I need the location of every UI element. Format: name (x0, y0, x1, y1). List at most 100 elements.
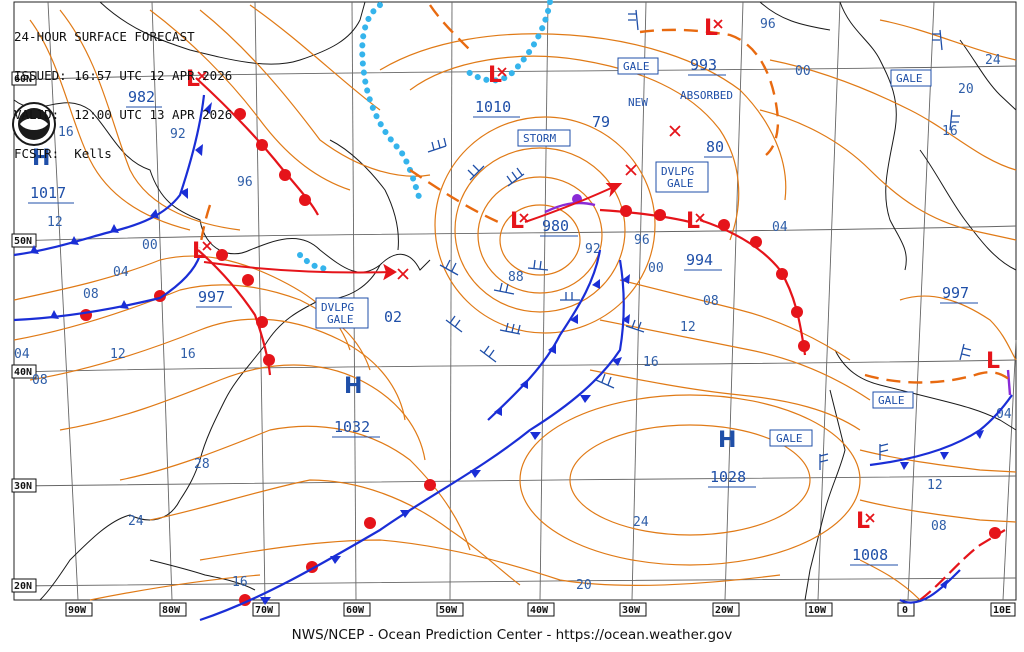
low-center-1: L (186, 67, 200, 92)
low-center-4: L (704, 16, 718, 41)
wind-barbs (427, 9, 972, 470)
lat-lon-grid (13, 1, 1017, 601)
forecast-title: 24-HOUR SURFACE FORECAST (14, 29, 195, 44)
cold-front-barbs (30, 102, 984, 605)
low-center-6: L (686, 209, 700, 234)
isobar-label: 96 (237, 175, 253, 190)
isobar-label: 16 (942, 124, 958, 139)
gale-label: GALE (896, 72, 923, 85)
lat-60n: 60N (14, 74, 32, 85)
isobars (13, 4, 1017, 601)
gale-label: GALE (623, 60, 650, 73)
isobar-label: 04 (996, 407, 1012, 422)
pressure-1008: 1008 (852, 546, 888, 564)
isobar-label: 24 (633, 515, 649, 530)
pressure-997-east: 997 (942, 284, 969, 302)
isobar-label: 16 (180, 347, 196, 362)
isobar-label: 04 (113, 265, 129, 280)
isobar-label: 16 (58, 125, 74, 140)
pressure-80: 80 (706, 138, 724, 156)
pressure-1010: 1010 (475, 98, 511, 116)
isobar-label: 00 (142, 238, 158, 253)
pressure-980: 980 (542, 217, 569, 235)
warning-boxes: GALE GALE STORM DVLPG GALE DVLPG GALE GALE… (315, 57, 932, 447)
isobar-label: 00 (795, 64, 811, 79)
map-frame (13, 1, 1017, 601)
high-center-1: H (32, 146, 50, 171)
footer-credit: NWS/NCEP - Ocean Prediction Center - htt… (291, 627, 733, 643)
isobar-label: 12 (927, 478, 943, 493)
note-new: NEW (628, 96, 648, 109)
isobar-label: 08 (703, 294, 719, 309)
gale-label: GALE (776, 432, 803, 445)
map-notes: NEW ABSORBED (628, 89, 733, 109)
isobar-label: 92 (170, 127, 186, 142)
high-center-2: H (344, 374, 362, 399)
pressure-994: 994 (686, 251, 713, 269)
isobar-label: 08 (931, 519, 947, 534)
pressure-1028: 1028 (710, 468, 746, 486)
lon-50w: 50W (439, 605, 458, 616)
lat-50n: 50N (14, 236, 32, 247)
storm-label: STORM (523, 132, 556, 145)
dvlpg-gale-label-2: DVLPG GALE (321, 301, 354, 326)
low-x-marks (197, 19, 875, 523)
isobar-label: 92 (585, 242, 601, 257)
lat-40n: 40N (14, 367, 32, 378)
longitude-labels: 90W 80W 70W 60W 50W 40W 30W 20W 10W 0 10… (65, 602, 1016, 617)
lon-0: 0 (902, 605, 908, 616)
high-centers: H H H (32, 146, 736, 453)
isobar-labels: 96 00 24 20 16 92 96 12 00 04 08 12 16 0… (14, 17, 1012, 593)
gale-label: GALE (878, 394, 905, 407)
isobar-label: 04 (14, 347, 30, 362)
pressure-997: 997 (198, 288, 225, 306)
forecaster: FCSTR: Kells (14, 146, 112, 161)
forecast-issued: ISSUED: 16:57 UTC 12 APR 2026 (14, 68, 233, 83)
lat-30n: 30N (14, 481, 32, 492)
isobar-label: 88 (508, 270, 524, 285)
lon-10e: 10E (993, 605, 1011, 616)
isobar-label: 28 (194, 457, 210, 472)
lon-60w: 60W (346, 605, 365, 616)
warm-front-bumps (80, 108, 1001, 606)
pressure-1017: 1017 (30, 184, 66, 202)
pressure-79: 79 (592, 113, 610, 131)
lon-90w: 90W (68, 605, 87, 616)
lon-40w: 40W (530, 605, 549, 616)
latitude-labels: 60N 50N 40N 30N 20N (11, 71, 37, 593)
surface-forecast-map: 60N 50N 40N 30N 20N 90W 80W 70W 60W 50W … (11, 0, 1017, 622)
forecast-header: 24-HOUR SURFACE FORECAST ISSUED: 16:57 U… (14, 4, 232, 173)
low-center-5: L (510, 209, 524, 234)
lat-20n: 20N (14, 581, 32, 592)
isobar-label: 16 (232, 575, 248, 590)
isobar-label: 16 (643, 355, 659, 370)
isobar-label: 12 (47, 215, 63, 230)
isobar-label: 12 (680, 320, 696, 335)
isobar-label: 08 (83, 287, 99, 302)
high-center-3: H (718, 428, 736, 453)
lon-70w: 70W (255, 605, 274, 616)
isobar-label: 00 (648, 261, 664, 276)
lon-80w: 80W (162, 605, 181, 616)
isobar-label: 20 (576, 578, 592, 593)
noaa-logo (12, 102, 56, 146)
pressure-993: 993 (690, 56, 717, 74)
pressure-1032: 1032 (334, 418, 370, 436)
troughs (198, 4, 1011, 384)
lon-10w: 10W (808, 605, 827, 616)
lon-30w: 30W (622, 605, 641, 616)
pressure-982: 982 (128, 88, 155, 106)
isobar-label: 04 (772, 220, 788, 235)
isobar-label: 96 (634, 233, 650, 248)
dvlpg-gale-label-1: DVLPG GALE (661, 165, 694, 190)
storm-tracks (203, 183, 623, 281)
lon-20w: 20W (715, 605, 734, 616)
low-center-8: L (986, 349, 1000, 374)
isobar-label: 24 (985, 53, 1001, 68)
coastlines (13, 1, 1017, 601)
pressure-labels: 982 1017 997 1010 993 79 80 980 994 02 1… (28, 56, 978, 566)
low-center-3: L (488, 63, 502, 88)
pressure-02: 02 (384, 308, 402, 326)
isobar-label: 20 (958, 82, 974, 97)
isobar-label: 24 (128, 514, 144, 529)
